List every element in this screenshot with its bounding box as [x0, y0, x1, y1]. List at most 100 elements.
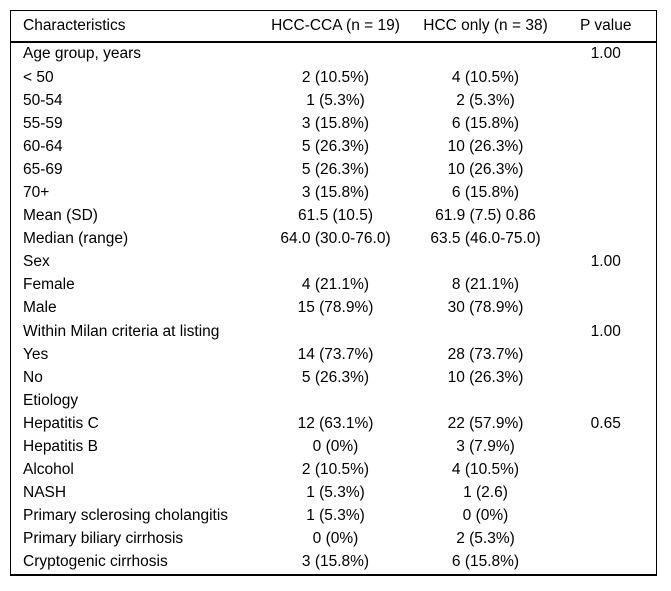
table-cell: 65-69	[23, 160, 63, 178]
table-cell: 28 (73.7%)	[447, 345, 524, 363]
table-cell: 1 (5.3%)	[306, 507, 365, 525]
table-cell: 4 (21.1%)	[301, 276, 370, 294]
table-cell	[256, 320, 416, 343]
table-cell	[556, 389, 657, 412]
table-row: Hepatitis C 12 (63.1%) 22 (57.9%) 0.65	[11, 413, 657, 436]
table-cell: Median (range)	[23, 230, 129, 248]
table-row: Median (range) 64.0 (30.0-76.0) 63.5 (46.0…	[11, 228, 657, 251]
table-cell: 60-64	[23, 137, 63, 155]
table-cell	[556, 366, 657, 389]
table-cell	[556, 343, 657, 366]
column-header: Characteristics	[10, 10, 256, 43]
table-cell	[556, 297, 657, 320]
table-cell: 5 (26.3%)	[301, 137, 370, 155]
table-cell: Primary biliary cirrhosis	[23, 530, 184, 548]
table-cell: 10 (26.3%)	[447, 160, 524, 178]
table-cell	[556, 482, 657, 505]
table-cell	[556, 135, 657, 158]
table-cell: 0.65	[590, 414, 621, 432]
table-cell: Male	[23, 299, 57, 317]
table-cell: 63.5 (46.0-75.0)	[430, 230, 541, 248]
table-cell: 3 (7.9%)	[456, 438, 515, 455]
table-cell: 4 (10.5%)	[451, 461, 520, 479]
table-cell: Female	[23, 276, 75, 294]
table-cell: 2 (10.5%)	[301, 461, 370, 479]
table-body: Age group, years 1.00 < 50 2 (10.5%) 4 (10.5…	[11, 42, 657, 575]
column-header: HCC-CCA (n = 19)	[255, 10, 416, 43]
table-cell: 50-54	[23, 91, 63, 109]
table-cell: 64.0 (30.0-76.0)	[280, 230, 391, 248]
table-cell	[416, 42, 556, 66]
table-cell: 2 (5.3%)	[456, 530, 515, 548]
table-cell: 6 (15.8%)	[451, 114, 520, 132]
table-cell: Within Milan criteria at listing	[23, 322, 220, 340]
table-cell: 3 (15.8%)	[301, 553, 370, 571]
table-row: Etiology	[11, 389, 657, 412]
table-row: 70+ 3 (15.8%) 6 (15.8%)	[11, 182, 657, 205]
table-cell: Primary sclerosing cholangitis	[23, 507, 229, 525]
table-cell: Hepatitis C	[23, 414, 99, 432]
table-cell: 4 (10.5%)	[451, 68, 520, 86]
table-row: Within Milan criteria at listing 1.00	[11, 320, 657, 343]
table-cell	[416, 389, 556, 412]
table-cell: 1 (5.3%)	[306, 484, 365, 502]
table-cell: Age group, years	[23, 45, 142, 63]
table-cell	[556, 274, 657, 297]
table-cell: 22 (57.9%)	[447, 414, 524, 432]
table-row: 55-59 3 (15.8%) 6 (15.8%)	[11, 112, 657, 135]
table-cell: Yes	[23, 345, 49, 363]
table-cell	[556, 459, 657, 482]
table-cell: 5 (26.3%)	[301, 368, 370, 386]
table-cell: 6 (15.8%)	[451, 553, 520, 571]
table-cell: Mean (SD)	[23, 207, 98, 225]
table-cell: 3 (15.8%)	[301, 114, 370, 132]
table-cell: 6 (15.8%)	[451, 183, 520, 201]
table-header: Characteristics HCC-CCA (n = 19) HCC only …	[10, 10, 657, 43]
table-cell	[556, 89, 657, 112]
table-cell: 61.5 (10.5)	[298, 207, 373, 225]
table-cell	[256, 389, 416, 412]
table-cell: Etiology	[23, 391, 79, 409]
table-row: Cryptogenic cirrhosis 3 (15.8%) 6 (15.8%)	[11, 551, 657, 575]
table-cell	[416, 251, 556, 274]
table-row: < 50 2 (10.5%) 4 (10.5%)	[11, 66, 657, 89]
table-row: 60-64 5 (26.3%) 10 (26.3%)	[11, 135, 657, 158]
table-cell: < 50	[23, 68, 54, 86]
table-cell: Cryptogenic cirrhosis	[23, 553, 168, 571]
table-cell: 10 (26.3%)	[447, 368, 524, 386]
table-cell: 3 (15.8%)	[301, 183, 370, 201]
table-row: Primary sclerosing cholangitis 1 (5.3%) 0 …	[11, 505, 657, 528]
table-cell: NASH	[23, 484, 67, 502]
patient-characteristics-table: Characteristics HCC-CCA (n = 19) HCC only …	[10, 10, 657, 577]
table-cell: 8 (21.1%)	[451, 276, 520, 294]
table-cell: Sex	[23, 253, 50, 271]
column-header: P value	[555, 10, 657, 43]
table-cell: 1 (5.3%)	[306, 91, 365, 109]
table-row: 50-54 1 (5.3%) 2 (5.3%)	[11, 89, 657, 112]
table-cell: Hepatitis B	[23, 438, 98, 455]
table-cell: 14 (73.7%)	[297, 345, 374, 363]
table-cell	[556, 205, 657, 228]
table-cell: 61.9 (7.5) 0.86	[435, 207, 536, 225]
table-header-row: Characteristics HCC-CCA (n = 19) HCC only …	[10, 10, 657, 43]
column-header: HCC only (n = 38)	[415, 10, 556, 43]
table-cell: 5 (26.3%)	[301, 160, 370, 178]
table-cell	[556, 228, 657, 251]
table-cell	[556, 505, 657, 528]
table-cell: 30 (78.9%)	[447, 299, 524, 317]
table-cell	[556, 436, 657, 459]
table-cell: 0 (0%)	[462, 507, 509, 525]
table-cell	[416, 320, 556, 343]
table-cell	[556, 182, 657, 205]
table-cell: 1.00	[590, 322, 621, 340]
table-cell: 55-59	[23, 114, 63, 132]
table-cell	[556, 158, 657, 181]
table-cell	[556, 551, 657, 575]
table-cell	[556, 66, 657, 89]
table-row: Hepatitis B 0 (0%) 3 (7.9%)	[11, 436, 657, 459]
table-cell: 10 (26.3%)	[447, 137, 524, 155]
table-cell	[556, 112, 657, 135]
table-row: Yes 14 (73.7%) 28 (73.7%)	[11, 343, 657, 366]
table-cell: 1.00	[590, 45, 621, 63]
